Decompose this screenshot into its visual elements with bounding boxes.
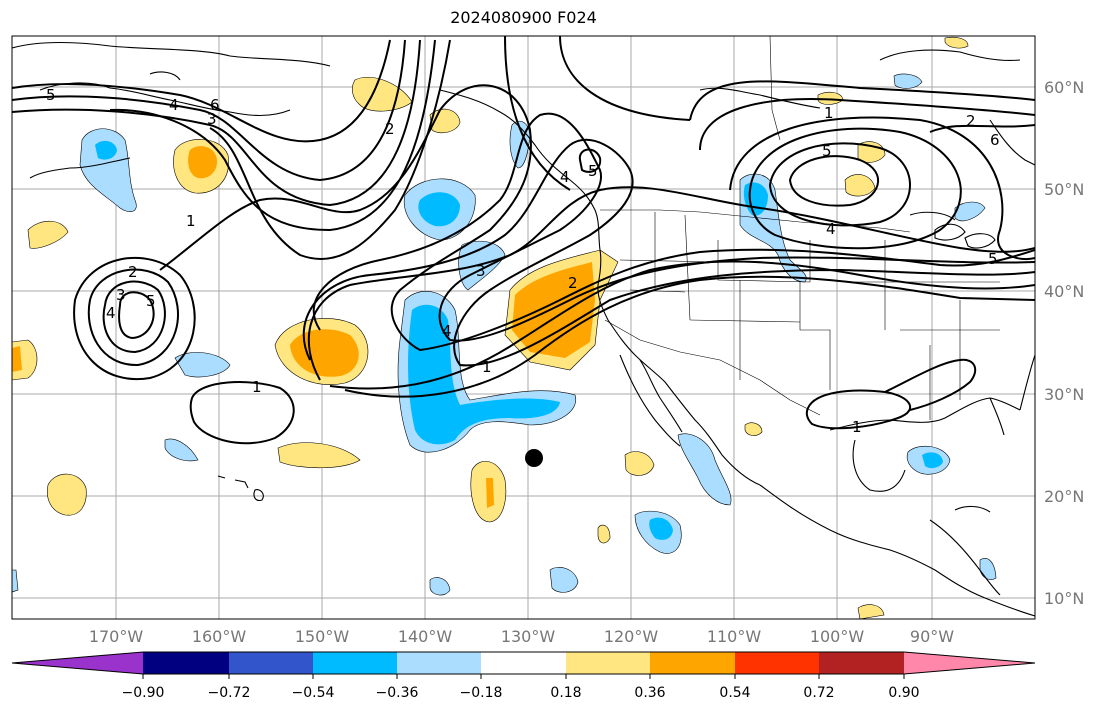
- contour-label: 5: [822, 142, 832, 160]
- lat-label: 60°N: [1044, 78, 1084, 97]
- colorbar-tick-label: 0.54: [719, 685, 750, 701]
- lon-label: 150°W: [295, 627, 350, 646]
- contour-label-group: 5 4 6 3 2 1 2 5 4 3 1 3 4 2 1 5 4 1 2 6 …: [46, 86, 1000, 436]
- contour-label: 5: [146, 292, 156, 310]
- colorbar-tick-label: −0.90: [122, 685, 165, 701]
- contour-label: 5: [588, 162, 598, 180]
- colorbar-segment: [397, 652, 481, 674]
- longitude-labels: 170°W 160°W 150°W 140°W 130°W 120°W 110°…: [89, 627, 954, 646]
- colorbar-segment: [735, 652, 819, 674]
- colorbar-segment: [313, 652, 397, 674]
- colorbar-segment: [819, 652, 904, 674]
- contour-label: 5: [988, 250, 998, 268]
- lat-label: 40°N: [1044, 282, 1084, 301]
- contour-label: 6: [210, 96, 220, 114]
- station-dot: [525, 449, 543, 467]
- contour-label: 2: [128, 263, 138, 281]
- map-title: 2024080900 F024: [450, 8, 597, 27]
- latitude-labels: 60°N 50°N 40°N 30°N 20°N 10°N: [1044, 78, 1084, 608]
- contour-label: 4: [169, 96, 179, 114]
- contour-label: 3: [116, 286, 126, 304]
- lon-label: 160°W: [192, 627, 247, 646]
- colorbar: −0.90 −0.72 −0.54 −0.36 −0.18 0.18 0.36 …: [11, 651, 1036, 701]
- contour-label: 1: [482, 358, 492, 376]
- lon-label: 120°W: [604, 627, 659, 646]
- colorbar-tick-label: −0.54: [292, 685, 335, 701]
- lat-label: 20°N: [1044, 487, 1084, 506]
- contour-label: 3: [207, 110, 217, 128]
- lon-label: 100°W: [810, 627, 865, 646]
- contour-label: 4: [106, 304, 116, 322]
- political-borders: [600, 36, 1000, 420]
- contour-label: 6: [990, 131, 1000, 149]
- colorbar-segment: [229, 652, 313, 674]
- contour-label: 1: [186, 212, 196, 230]
- colorbar-segment: [650, 652, 735, 674]
- lon-label: 90°W: [910, 627, 954, 646]
- contour-label: 2: [568, 274, 578, 292]
- colorbar-segment-under: [12, 652, 143, 674]
- lat-label: 50°N: [1044, 180, 1084, 199]
- contour-label: 1: [252, 378, 262, 396]
- contour-label: 5: [46, 86, 56, 104]
- lat-label: 10°N: [1044, 589, 1084, 608]
- colorbar-tick-label: 0.90: [888, 685, 919, 701]
- lon-label: 130°W: [501, 627, 556, 646]
- contour-label: 1: [824, 104, 834, 122]
- lon-label: 140°W: [398, 627, 453, 646]
- colorbar-segment: [481, 652, 566, 674]
- colorbar-tick-label: 0.18: [550, 685, 581, 701]
- colorbar-tick-label: 0.72: [803, 685, 834, 701]
- colorbar-tick-label: −0.36: [376, 685, 419, 701]
- colorbar-segment: [143, 652, 229, 674]
- contour-lines: [12, 36, 1035, 445]
- lon-label: 110°W: [707, 627, 762, 646]
- colorbar-tick-label: −0.72: [208, 685, 251, 701]
- lat-label: 30°N: [1044, 385, 1084, 404]
- shaded-anomalies: [12, 36, 997, 619]
- contour-label: 4: [826, 220, 836, 238]
- contour-label: 2: [385, 120, 395, 138]
- colorbar-tick-label: −0.18: [460, 685, 503, 701]
- contour-label: 1: [852, 418, 862, 436]
- contour-label: 3: [476, 262, 486, 280]
- contour-label: 4: [442, 322, 452, 340]
- contour-label: 4: [560, 168, 570, 186]
- colorbar-segment: [566, 652, 650, 674]
- contour-label: 2: [966, 112, 976, 130]
- colorbar-segment-over: [904, 652, 1035, 674]
- lon-label: 170°W: [89, 627, 144, 646]
- colorbar-tick-label: 0.36: [634, 685, 665, 701]
- map-frame: [11, 35, 1036, 620]
